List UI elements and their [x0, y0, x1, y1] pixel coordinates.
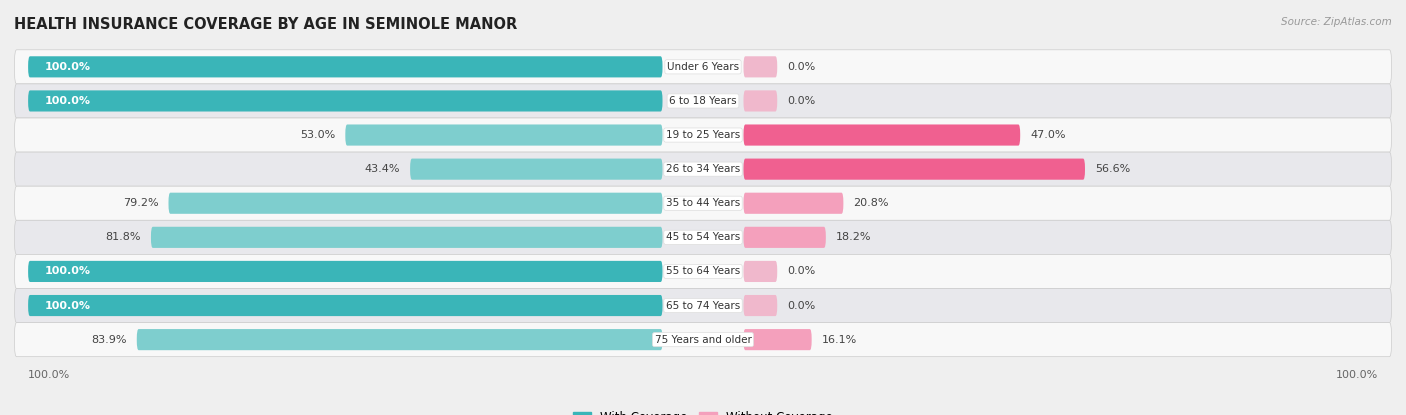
Text: 53.0%: 53.0%	[299, 130, 335, 140]
FancyBboxPatch shape	[14, 50, 1392, 84]
Text: 18.2%: 18.2%	[837, 232, 872, 242]
FancyBboxPatch shape	[411, 159, 662, 180]
Text: 100.0%: 100.0%	[45, 300, 91, 310]
FancyBboxPatch shape	[14, 84, 1392, 118]
Text: 0.0%: 0.0%	[787, 96, 815, 106]
Text: 81.8%: 81.8%	[105, 232, 141, 242]
Text: 19 to 25 Years: 19 to 25 Years	[666, 130, 740, 140]
FancyBboxPatch shape	[744, 124, 1021, 146]
FancyBboxPatch shape	[28, 90, 662, 112]
FancyBboxPatch shape	[136, 329, 662, 350]
Text: 47.0%: 47.0%	[1031, 130, 1066, 140]
Text: 100.0%: 100.0%	[45, 96, 91, 106]
Text: 55 to 64 Years: 55 to 64 Years	[666, 266, 740, 276]
FancyBboxPatch shape	[14, 152, 1392, 186]
FancyBboxPatch shape	[744, 56, 778, 78]
Text: HEALTH INSURANCE COVERAGE BY AGE IN SEMINOLE MANOR: HEALTH INSURANCE COVERAGE BY AGE IN SEMI…	[14, 17, 517, 32]
FancyBboxPatch shape	[14, 118, 1392, 152]
FancyBboxPatch shape	[744, 193, 844, 214]
Text: 20.8%: 20.8%	[853, 198, 889, 208]
FancyBboxPatch shape	[14, 254, 1392, 288]
Text: 43.4%: 43.4%	[364, 164, 399, 174]
Text: 0.0%: 0.0%	[787, 266, 815, 276]
Legend: With Coverage, Without Coverage: With Coverage, Without Coverage	[568, 406, 838, 415]
FancyBboxPatch shape	[150, 227, 662, 248]
Text: 83.9%: 83.9%	[91, 334, 127, 344]
Text: 100.0%: 100.0%	[28, 370, 70, 380]
Text: 26 to 34 Years: 26 to 34 Years	[666, 164, 740, 174]
FancyBboxPatch shape	[14, 220, 1392, 254]
Text: 100.0%: 100.0%	[45, 62, 91, 72]
Text: Under 6 Years: Under 6 Years	[666, 62, 740, 72]
FancyBboxPatch shape	[744, 159, 1085, 180]
Text: 79.2%: 79.2%	[122, 198, 159, 208]
Text: 0.0%: 0.0%	[787, 62, 815, 72]
FancyBboxPatch shape	[28, 295, 662, 316]
FancyBboxPatch shape	[744, 329, 811, 350]
FancyBboxPatch shape	[14, 288, 1392, 322]
Text: 100.0%: 100.0%	[45, 266, 91, 276]
Text: 6 to 18 Years: 6 to 18 Years	[669, 96, 737, 106]
FancyBboxPatch shape	[169, 193, 662, 214]
FancyBboxPatch shape	[744, 227, 825, 248]
Text: 35 to 44 Years: 35 to 44 Years	[666, 198, 740, 208]
Text: 56.6%: 56.6%	[1095, 164, 1130, 174]
FancyBboxPatch shape	[28, 261, 662, 282]
FancyBboxPatch shape	[14, 322, 1392, 356]
Text: Source: ZipAtlas.com: Source: ZipAtlas.com	[1281, 17, 1392, 27]
FancyBboxPatch shape	[346, 124, 662, 146]
Text: 16.1%: 16.1%	[821, 334, 858, 344]
FancyBboxPatch shape	[14, 186, 1392, 220]
FancyBboxPatch shape	[744, 90, 778, 112]
Text: 75 Years and older: 75 Years and older	[655, 334, 751, 344]
Text: 65 to 74 Years: 65 to 74 Years	[666, 300, 740, 310]
FancyBboxPatch shape	[744, 261, 778, 282]
Text: 0.0%: 0.0%	[787, 300, 815, 310]
Text: 45 to 54 Years: 45 to 54 Years	[666, 232, 740, 242]
FancyBboxPatch shape	[28, 56, 662, 78]
FancyBboxPatch shape	[744, 295, 778, 316]
Text: 100.0%: 100.0%	[1336, 370, 1378, 380]
